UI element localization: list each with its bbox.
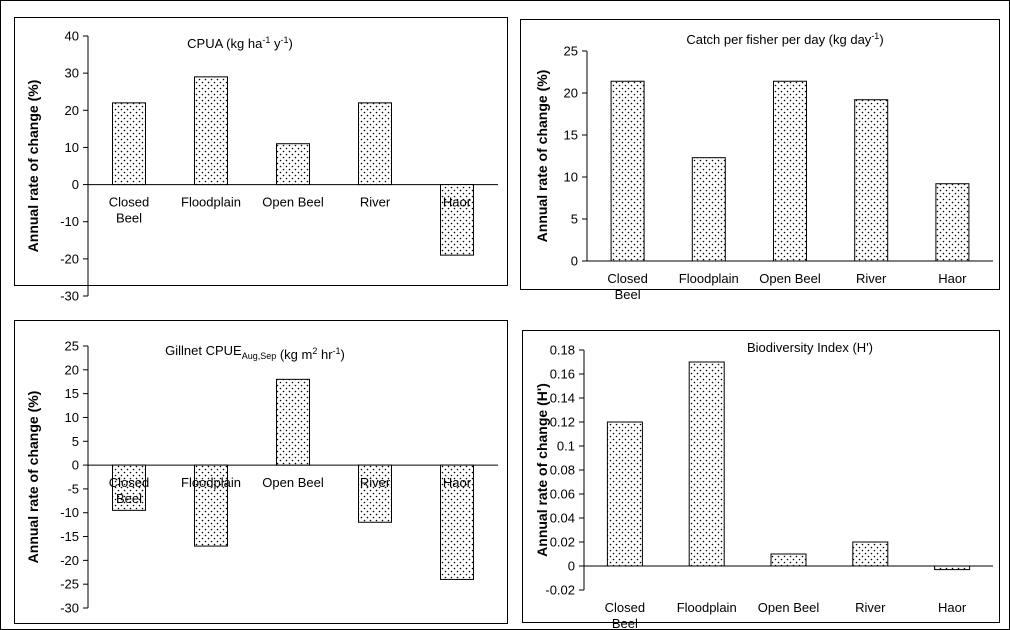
y-tick-label: -10 [60, 505, 79, 520]
y-tick-label: 25 [564, 44, 578, 59]
bar-haor [440, 464, 474, 580]
chart-title: Catch per fisher per day (kg day-1) [686, 31, 883, 47]
y-tick-label: -30 [60, 601, 79, 616]
y-tick-label: 0.04 [550, 511, 575, 526]
category-label: Haor [443, 195, 472, 210]
bar-river [854, 99, 889, 262]
category-label: Floodplain [679, 271, 739, 286]
chart-panel-1: 40 30 20 10 0 -10 -20 -30 Closed Beel Floodplain Op… [14, 17, 508, 304]
bar-river [852, 541, 889, 567]
category-label: Haor [938, 600, 967, 615]
bar-open-beel [276, 143, 310, 186]
bar-floodplain [691, 157, 726, 262]
category-label: Open Beel [758, 600, 820, 615]
category-label: Floodplain [181, 195, 241, 210]
y-tick-label: -25 [60, 577, 79, 592]
y-tick-label: 0.16 [550, 367, 575, 382]
bar-haor [440, 184, 474, 256]
y-tick-label: 0 [568, 559, 575, 574]
chart-title: Biodiversity Index (H') [747, 340, 873, 355]
chart-panel-2: 25 20 15 10 5 0 Closed Beel Floodplain Open Beel R… [520, 19, 1000, 302]
category-label: Floodplain [181, 475, 241, 490]
chart-panel-border [14, 17, 508, 286]
y-tick-label: -15 [60, 529, 79, 544]
y-tick-label: 10 [65, 140, 79, 155]
y-tick-label: 0 [72, 177, 79, 192]
y-axis-label: Annual rate of change (%) [534, 70, 550, 243]
bar-haor [934, 565, 971, 571]
bar-closed-beel [112, 102, 146, 186]
y-tick-label: 0 [571, 254, 578, 269]
y-tick-label: 10 [65, 410, 79, 425]
chart-panel-4: 0.18 0.16 0.14 0.12 0.1 0.08 0.06 0.04 0.02 0 -0.0… [522, 330, 1000, 630]
y-tick-label: 0.14 [550, 391, 575, 406]
category-label: Haor [443, 475, 472, 490]
bar-floodplain [194, 464, 228, 547]
y-axis-label: Annual rate of change (%) [25, 391, 41, 564]
category-label: River [360, 475, 391, 490]
category-label: Haor [938, 271, 967, 286]
y-tick-label: 0.02 [550, 535, 575, 550]
category-label: River [360, 195, 391, 210]
y-tick-label: 0.08 [550, 463, 575, 478]
y-tick-label: 0.18 [550, 343, 575, 358]
bar-closed-beel [610, 80, 645, 262]
category-label: Closed Beel [607, 271, 647, 302]
y-tick-label: 0.12 [550, 415, 575, 430]
y-axis-label: Annual rate of change (H') [534, 383, 550, 557]
chart-panel-3: 25 20 15 10 5 0 -5 -10 -15 -20 -25 -30 Closed Beel Flo… [14, 320, 508, 624]
category-label: Open Beel [262, 195, 324, 210]
y-tick-label: 20 [65, 103, 79, 118]
y-axis-label: Annual rate of change (%) [25, 80, 41, 253]
y-tick-label: -20 [60, 251, 79, 266]
y-tick-label: 15 [65, 386, 79, 401]
chart-panel-border [14, 320, 508, 624]
y-tick-label: 20 [65, 362, 79, 377]
bar-river [358, 102, 392, 186]
category-label: Closed Beel [109, 195, 149, 226]
bar-open-beel [770, 553, 807, 567]
bar-closed-beel [112, 464, 146, 511]
y-tick-label: 15 [564, 128, 578, 143]
y-tick-label: -10 [60, 214, 79, 229]
y-tick-label: 0 [72, 458, 79, 473]
bar-closed-beel [606, 421, 643, 567]
chart-panel-border [522, 330, 1000, 623]
y-tick-label: 0.06 [550, 487, 575, 502]
category-label: Floodplain [677, 600, 737, 615]
y-tick-label: -0.02 [545, 583, 575, 598]
bar-river [358, 464, 392, 523]
category-label: River [855, 600, 886, 615]
chart-panel-border [520, 19, 1000, 290]
y-tick-label: 20 [564, 86, 578, 101]
y-tick-label: -5 [67, 481, 79, 496]
y-tick-label: 40 [65, 29, 79, 44]
y-tick-label: 5 [571, 212, 578, 227]
y-tick-label: -30 [60, 289, 79, 304]
bar-open-beel [773, 80, 807, 262]
bar-floodplain [194, 76, 228, 186]
chart-title: Gillnet CPUEAug,Sep (kg m2 hr-1) [165, 343, 345, 362]
y-tick-label: 10 [564, 170, 578, 185]
chart-title: CPUA (kg ha-1 y-1) [187, 35, 293, 51]
y-tick-label: 30 [65, 66, 79, 81]
bar-open-beel [276, 378, 310, 466]
y-tick-label: 0.1 [557, 439, 575, 454]
category-label: Open Beel [759, 271, 821, 286]
category-label: River [856, 271, 887, 286]
y-tick-label: 5 [72, 434, 79, 449]
category-label: Closed Beel [605, 600, 645, 630]
bar-haor [935, 183, 970, 262]
y-tick-label: -20 [60, 553, 79, 568]
y-tick-label: 25 [65, 339, 79, 354]
bar-floodplain [688, 361, 725, 567]
category-label: Open Beel [262, 475, 324, 490]
category-label: Closed Beel [109, 475, 149, 506]
